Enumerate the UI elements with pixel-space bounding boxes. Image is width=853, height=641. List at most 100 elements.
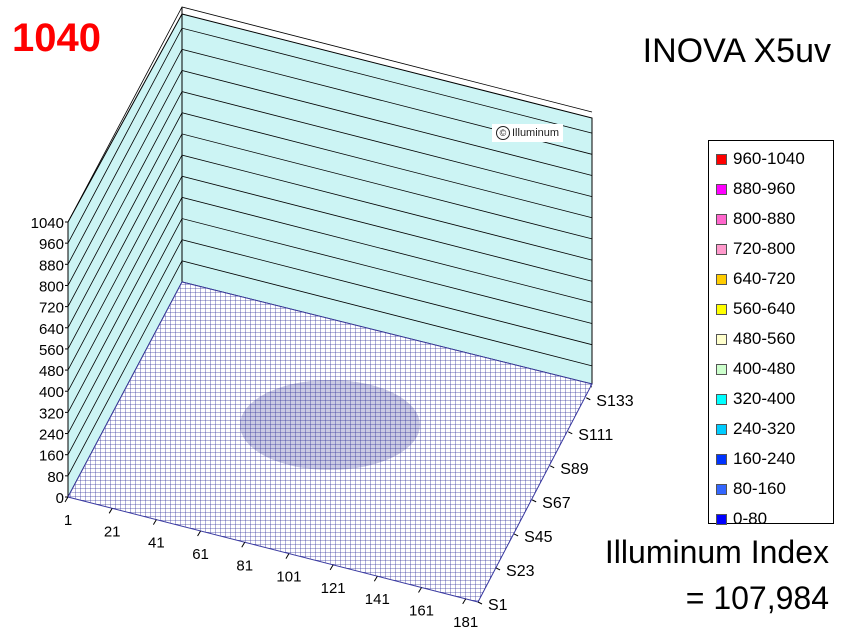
legend-swatch xyxy=(716,513,727,525)
legend-label: 560-640 xyxy=(733,299,796,318)
center-hotspot xyxy=(240,380,420,470)
x-tick-label: 181 xyxy=(453,614,478,631)
copyright-icon: © xyxy=(496,126,510,140)
y-tick xyxy=(586,397,591,401)
y-tick-label: S1 xyxy=(488,597,508,614)
legend-swatch xyxy=(716,423,727,435)
y-tick xyxy=(568,431,573,435)
x-tick-label: 141 xyxy=(365,591,390,608)
legend-item: 0-80 xyxy=(709,504,833,534)
x-tick xyxy=(329,564,334,571)
legend-swatch xyxy=(716,483,727,495)
legend-swatch xyxy=(716,243,727,255)
z-tick-label: 960 xyxy=(39,236,64,253)
y-tick-label: S67 xyxy=(542,495,571,512)
legend-item: 800-880 xyxy=(709,204,833,234)
x-tick-label: 101 xyxy=(276,569,301,586)
legend-label: 640-720 xyxy=(733,269,796,288)
z-tick-label: 80 xyxy=(47,469,64,486)
x-tick-label: 21 xyxy=(104,523,121,540)
x-tick xyxy=(373,575,378,582)
legend-swatch xyxy=(716,153,727,165)
z-tick-label: 560 xyxy=(39,342,64,359)
y-tick xyxy=(477,601,483,605)
legend-item: 960-1040 xyxy=(709,144,833,174)
legend-label: 400-480 xyxy=(733,359,796,378)
legend-swatch xyxy=(716,453,727,465)
legend-item: 240-320 xyxy=(709,414,833,444)
legend-item: 400-480 xyxy=(709,354,833,384)
legend-item: 320-400 xyxy=(709,384,833,414)
z-tick-label: 1040 xyxy=(31,215,64,232)
legend-label: 960-1040 xyxy=(733,149,805,168)
x-tick xyxy=(152,519,157,525)
legend-swatch xyxy=(716,273,727,285)
z-tick-label: 640 xyxy=(39,321,64,338)
z-tick-label: 880 xyxy=(39,257,64,274)
floor-surface xyxy=(67,281,593,603)
z-tick-label: 160 xyxy=(39,448,64,465)
legend-swatch xyxy=(716,303,727,315)
x-tick xyxy=(241,542,246,548)
legend-item: 80-160 xyxy=(709,474,833,504)
legend-swatch xyxy=(716,333,727,345)
z-axis-ticks: 0 80 160 240 320 400 480 560 640 720 800 880 960 1040 xyxy=(31,215,68,507)
legend-label: 880-960 xyxy=(733,179,796,198)
y-tick xyxy=(549,465,555,469)
legend-item: 640-720 xyxy=(709,264,833,294)
z-tick-label: 0 xyxy=(56,490,64,507)
y-tick-label: S45 xyxy=(524,529,553,546)
legend-item: 160-240 xyxy=(709,444,833,474)
legend-swatch xyxy=(716,183,727,195)
z-tick-label: 480 xyxy=(39,363,64,380)
x-tick-label: 161 xyxy=(409,603,434,620)
y-tick xyxy=(513,533,519,537)
legend-label: 80-160 xyxy=(733,479,786,498)
x-tick xyxy=(108,508,113,514)
z-tick-label: 320 xyxy=(39,405,64,422)
x-tick xyxy=(462,598,467,605)
z-tick-label: 240 xyxy=(39,427,64,444)
legend-item: 480-560 xyxy=(709,324,833,354)
y-tick xyxy=(531,499,537,503)
x-tick-label: 121 xyxy=(321,580,346,597)
x-tick-label: 41 xyxy=(148,535,165,552)
watermark: © Illuminum xyxy=(492,124,564,142)
y-axis-ticks: S1 S23 S45 S67 S89 S111 S133 xyxy=(477,393,634,614)
x-tick-label: 1 xyxy=(64,512,72,529)
x-tick xyxy=(285,553,290,559)
product-name: INOVA X5uv xyxy=(642,32,831,70)
legend-label: 240-320 xyxy=(733,419,796,438)
x-tick-label: 81 xyxy=(236,557,253,574)
y-tick-label: S111 xyxy=(578,427,613,444)
z-tick-label: 400 xyxy=(39,384,64,401)
z-tick-label: 800 xyxy=(39,278,64,295)
watermark-text: Illuminum xyxy=(512,127,560,139)
y-tick xyxy=(495,567,501,571)
legend-swatch xyxy=(716,363,727,375)
x-tick xyxy=(197,530,201,537)
legend-item: 560-640 xyxy=(709,294,833,324)
legend-label: 800-880 xyxy=(733,209,796,228)
y-tick-label: S89 xyxy=(560,461,589,478)
index-label: Illuminum Index xyxy=(604,534,829,570)
legend-label: 480-560 xyxy=(733,329,796,348)
index-value: = 107,984 xyxy=(685,580,829,616)
y-tick-label: S133 xyxy=(596,393,633,410)
legend: 960-1040 880-960 800-880 720-800 640-720… xyxy=(708,140,834,528)
legend-item: 880-960 xyxy=(709,174,833,204)
legend-swatch xyxy=(716,213,727,225)
legend-item: 720-800 xyxy=(709,234,833,264)
legend-label: 160-240 xyxy=(733,449,796,468)
legend-label: 720-800 xyxy=(733,239,796,258)
z-tick-label: 720 xyxy=(39,300,64,317)
legend-swatch xyxy=(716,393,727,405)
x-tick xyxy=(64,496,69,503)
y-tick-label: S23 xyxy=(506,563,535,580)
x-tick xyxy=(418,587,422,593)
x-tick-label: 61 xyxy=(192,546,209,563)
peak-value: 1040 xyxy=(12,16,101,60)
legend-label: 0-80 xyxy=(733,509,768,528)
